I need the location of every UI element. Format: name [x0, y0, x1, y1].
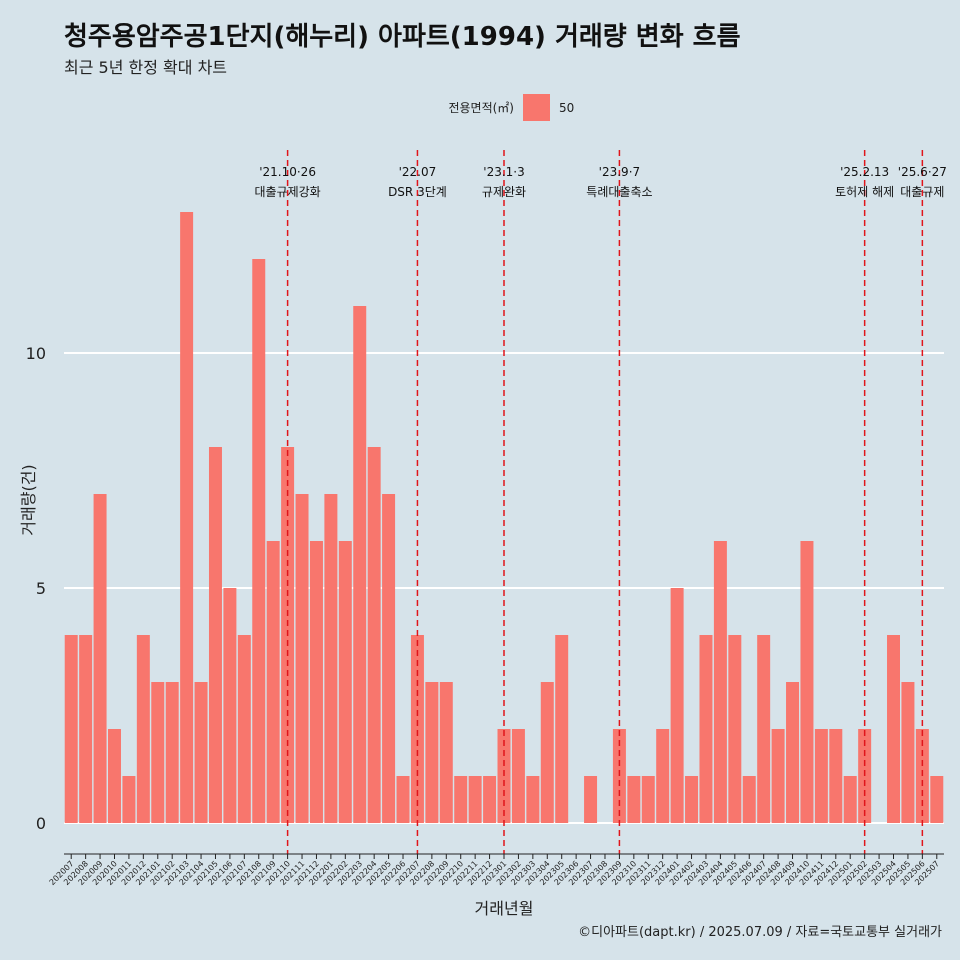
annotation-labels: '21.10·26 대출규제강화 '22.07 DSR 3단계 '23.1·3 규제완화 '… [254, 165, 946, 199]
bar [252, 259, 266, 823]
bar [151, 682, 165, 823]
bar [814, 729, 828, 823]
bar [540, 682, 554, 823]
annotation-date: '25.6·27 [898, 165, 947, 179]
bar [208, 447, 222, 823]
annotation-label: 대출규제강화 [254, 185, 320, 199]
bar [194, 682, 208, 823]
bar [584, 776, 598, 823]
y-tick-label: 5 [36, 579, 46, 598]
x-axis-title: 거래년월 [475, 899, 534, 918]
legend-swatch [523, 94, 550, 121]
bar [425, 682, 439, 823]
bar [483, 776, 497, 823]
bar [468, 776, 482, 823]
bar [555, 635, 569, 823]
bar [353, 306, 367, 823]
bar [627, 776, 641, 823]
bar [93, 494, 107, 823]
bar [800, 541, 814, 823]
bar [641, 776, 655, 823]
bar [771, 729, 785, 823]
legend-label: 50 [559, 101, 574, 115]
bar [511, 729, 525, 823]
bar [237, 635, 251, 823]
annotation-date: '25.2.13 [840, 165, 889, 179]
annotation-label: 대출규제 [900, 185, 944, 199]
bar [786, 682, 800, 823]
bar [843, 776, 857, 823]
bar [656, 729, 670, 823]
bars [64, 212, 944, 823]
y-tick-label: 0 [36, 814, 46, 833]
bar [410, 635, 424, 823]
bar [223, 588, 237, 823]
bar [685, 776, 699, 823]
bar [757, 635, 771, 823]
annotation-date: '23.1·3 [483, 165, 524, 179]
legend: 전용면적(㎡) 50 [448, 94, 574, 121]
annotation-date: '21.10·26 [259, 165, 316, 179]
y-axis-title: 거래량(건) [19, 464, 38, 535]
bar [266, 541, 280, 823]
annotation-label: 특례대출축소 [586, 185, 652, 199]
bar [728, 635, 742, 823]
annotation-date: '23.9·7 [599, 165, 640, 179]
chart-subtitle: 최근 5년 한정 확대 차트 [64, 58, 228, 77]
annotation-label: DSR 3단계 [388, 185, 447, 199]
annotation-date: '22.07 [399, 165, 437, 179]
bar [295, 494, 309, 823]
bar [64, 635, 78, 823]
annotation-label: 토허제 해제 [835, 185, 894, 199]
annotation-lines [286, 150, 924, 854]
bar [742, 776, 756, 823]
bar [901, 682, 915, 823]
bar [136, 635, 150, 823]
caption: ©디아파트(dapt.kr) / 2025.07.09 / 자료=국토교통부 실… [578, 925, 942, 940]
bar [699, 635, 713, 823]
bar [439, 682, 453, 823]
x-axis: 2020072020082020092020102020112020122021… [48, 853, 944, 887]
bar [670, 588, 684, 823]
bar [930, 776, 944, 823]
bar [367, 447, 381, 823]
bar [713, 541, 727, 823]
bar [887, 635, 900, 823]
bar [180, 212, 194, 823]
bar [108, 729, 121, 823]
bar [396, 776, 410, 823]
y-axis: 0 5 10 [26, 344, 46, 833]
chart-title: 청주용암주공1단지(해누리) 아파트(1994) 거래량 변화 흐름 [64, 22, 741, 52]
bar [122, 776, 136, 823]
bar [382, 494, 396, 823]
legend-title: 전용면적(㎡) [448, 101, 514, 115]
bar [309, 541, 323, 823]
bar [526, 776, 540, 823]
y-tick-label: 10 [26, 344, 46, 363]
bar [454, 776, 468, 823]
annotation-label: 규제완화 [482, 185, 526, 199]
bar [829, 729, 843, 823]
bar [324, 494, 338, 823]
bar [165, 682, 179, 823]
bar [79, 635, 93, 823]
bar [338, 541, 352, 823]
